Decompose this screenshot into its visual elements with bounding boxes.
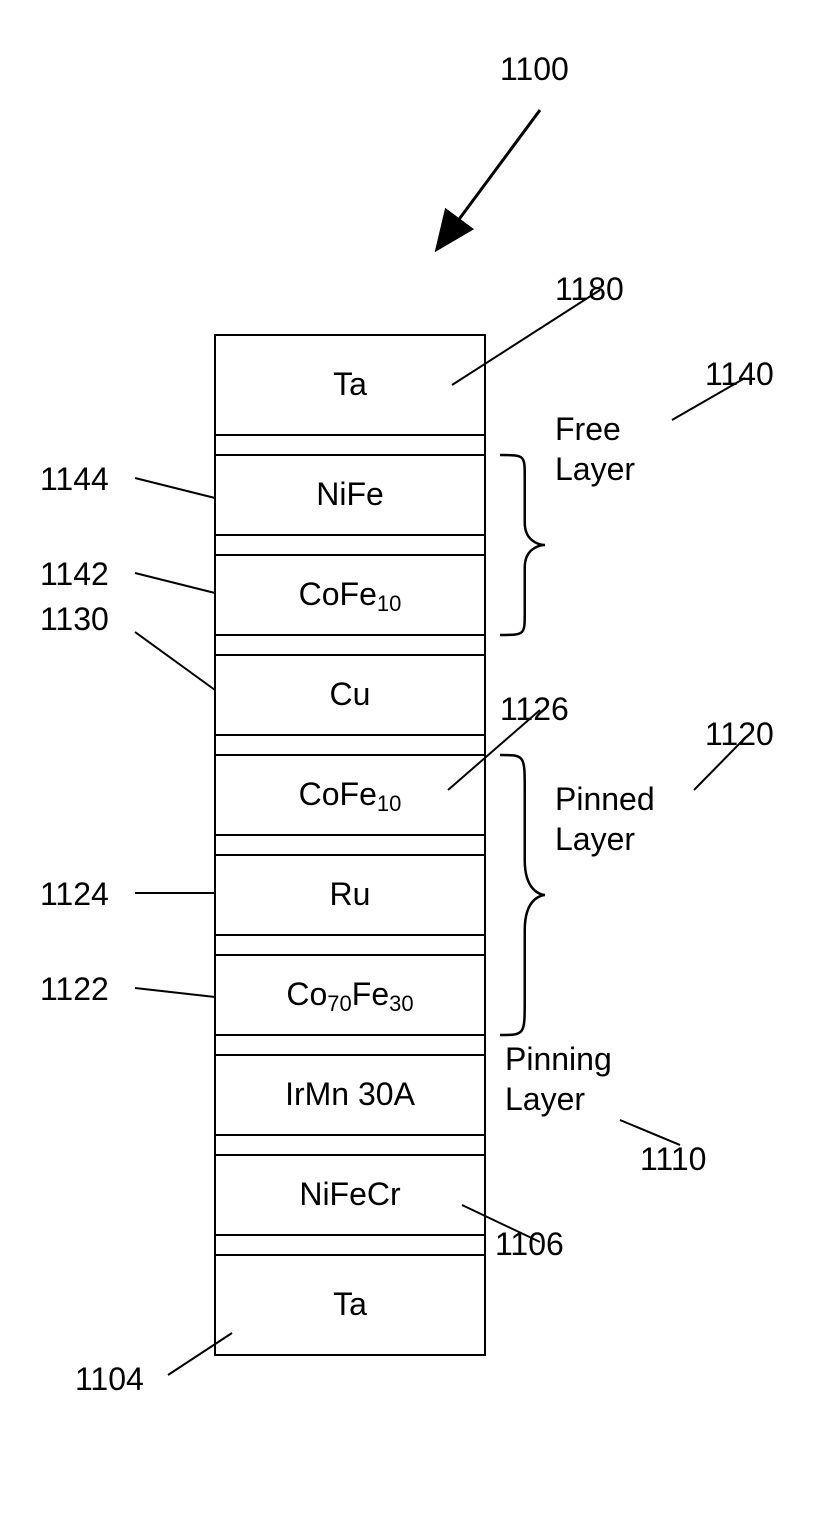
leader-line	[135, 988, 215, 997]
figure-arrow	[440, 110, 540, 245]
ref-number: 1110	[640, 1141, 706, 1177]
layer-label: IrMn 30A	[285, 1076, 415, 1112]
layer-label: NiFe	[316, 476, 384, 512]
ref-number: 1144	[40, 461, 109, 497]
ref-number: 1142	[40, 556, 109, 592]
ref-number: 1140	[705, 356, 774, 392]
layer-label: Ta	[333, 366, 367, 402]
group-label: Pinned	[555, 781, 655, 817]
figure-number: 1100	[500, 51, 569, 87]
ref-number: 1180	[555, 271, 624, 307]
group-label: Layer	[555, 451, 635, 487]
ref-number: 1126	[500, 691, 569, 727]
layer-label: NiFeCr	[299, 1176, 401, 1212]
leader-line	[135, 632, 215, 690]
group-label: Free	[555, 411, 621, 447]
layer-label: Ta	[333, 1286, 367, 1322]
layer-label: Ru	[330, 876, 371, 912]
brace	[500, 455, 545, 635]
brace	[500, 755, 545, 1035]
group-label: Layer	[505, 1081, 585, 1117]
ref-number: 1130	[40, 601, 109, 637]
group-label: Layer	[555, 821, 635, 857]
layer-label: Cu	[330, 676, 371, 712]
leader-line	[135, 478, 215, 498]
leader-line	[135, 573, 215, 593]
group-label: Pinning	[505, 1041, 612, 1077]
ref-number: 1124	[40, 876, 109, 912]
ref-number: 1122	[40, 971, 109, 1007]
ref-number: 1120	[705, 716, 774, 752]
ref-number: 1106	[495, 1226, 564, 1262]
ref-number: 1104	[75, 1361, 144, 1397]
